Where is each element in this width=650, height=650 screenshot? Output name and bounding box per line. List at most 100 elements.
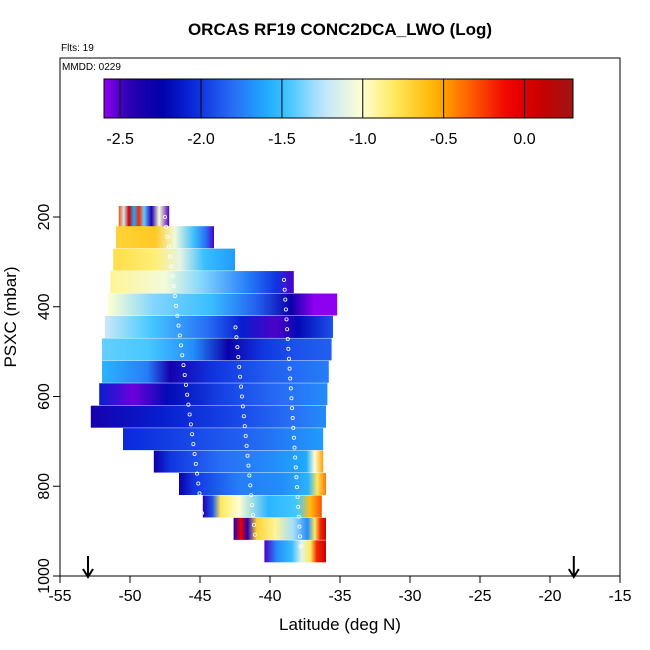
sample-point (241, 414, 246, 419)
data-strip (123, 428, 324, 451)
sample-point (248, 483, 253, 488)
sample-point (195, 471, 200, 476)
data-strip (113, 248, 235, 271)
x-tick-label: -50 (118, 588, 141, 605)
sample-point (175, 313, 180, 318)
sample-point (171, 284, 176, 289)
data-strip (99, 383, 328, 406)
sample-point (244, 443, 249, 448)
y-tick-label: 1000 (36, 558, 53, 594)
x-tick-label: -35 (328, 588, 351, 605)
y-axis-label: PSXC (mbar) (1, 266, 20, 367)
sample-point (240, 404, 245, 409)
data-strip (264, 540, 326, 563)
sample-point (285, 337, 290, 342)
flight-markers (82, 556, 580, 579)
sample-point (181, 363, 186, 368)
sample-point (185, 392, 190, 397)
colorbar-tick-label: -2.5 (106, 131, 134, 148)
sample-point (188, 422, 193, 427)
chart-title: ORCAS RF19 CONC2DCA_LWO (Log) (188, 20, 492, 39)
sample-point (291, 435, 296, 440)
arrow-down-icon (82, 556, 94, 579)
x-tick-label: -45 (188, 588, 211, 605)
sample-point (286, 346, 291, 351)
sample-point (201, 521, 206, 526)
sample-point (199, 511, 204, 516)
sample-point (174, 303, 179, 308)
y-tick-label: 600 (36, 383, 53, 410)
sample-point (239, 384, 244, 389)
sample-point (285, 327, 290, 332)
sample-point (289, 396, 294, 401)
data-strip (104, 315, 333, 338)
data-strip (116, 226, 214, 249)
sample-point (234, 335, 239, 340)
data-strip (90, 405, 326, 428)
sample-point (193, 461, 198, 466)
sample-point (252, 532, 257, 537)
sample-point (246, 463, 251, 468)
sample-point (249, 493, 254, 498)
sample-point (190, 432, 195, 437)
sample-point (290, 416, 295, 421)
sample-point (169, 264, 174, 269)
colorbar-tick-label: -2.0 (187, 131, 215, 148)
sample-point (296, 504, 301, 509)
colorbar-tick-label: -0.5 (430, 131, 458, 148)
sample-point (293, 455, 298, 460)
colorbar-gradient (103, 78, 574, 119)
sample-point (245, 453, 250, 458)
sample-point (191, 442, 196, 447)
sample-point (282, 287, 287, 292)
data-strip (202, 495, 322, 518)
y-tick-label: 400 (36, 293, 53, 320)
sample-point (288, 386, 293, 391)
y-tick-label: 800 (36, 473, 53, 500)
sample-point (164, 224, 169, 229)
x-tick-label: -20 (538, 588, 561, 605)
sample-point (250, 503, 255, 508)
colorbar: -2.5 -2.0 -1.5 -1.0 -0.5 0.0 (103, 78, 574, 148)
sample-point (237, 364, 242, 369)
sample-point (251, 512, 256, 517)
sample-point (287, 366, 292, 371)
sample-point (180, 353, 185, 358)
sample-point (186, 402, 191, 407)
sample-point (291, 425, 296, 430)
data-strip (153, 450, 324, 473)
sample-point (235, 345, 240, 350)
x-tick-label: -30 (398, 588, 421, 605)
sample-point (243, 433, 248, 438)
sample-point (196, 481, 201, 486)
sample-point (176, 323, 181, 328)
data-strip (107, 293, 338, 316)
flights-label: Flts: 19 (61, 43, 94, 54)
data-strip (233, 517, 326, 540)
data-strip (102, 360, 329, 383)
sample-point (233, 325, 238, 330)
sample-point (290, 406, 295, 411)
date-label: MMDD: 0229 (62, 62, 121, 73)
sample-point (298, 544, 303, 549)
x-tick-label: -15 (608, 588, 631, 605)
data-strips (90, 206, 338, 563)
colorbar-tick-label: -1.5 (268, 131, 296, 148)
sample-point (294, 485, 299, 490)
sample-point (247, 473, 252, 478)
sample-point (239, 394, 244, 399)
sample-point (177, 333, 182, 338)
sample-point (253, 542, 258, 547)
x-tick-label: -55 (48, 588, 71, 605)
x-tick-label: -40 (258, 588, 281, 605)
sample-point (295, 495, 300, 500)
sample-point (292, 445, 297, 450)
sample-point (288, 376, 293, 381)
sample-point (167, 254, 172, 259)
data-strip (110, 271, 294, 294)
sample-point (172, 293, 177, 298)
sample-point (282, 277, 287, 282)
sample-point (162, 214, 167, 219)
sample-point (296, 514, 301, 519)
